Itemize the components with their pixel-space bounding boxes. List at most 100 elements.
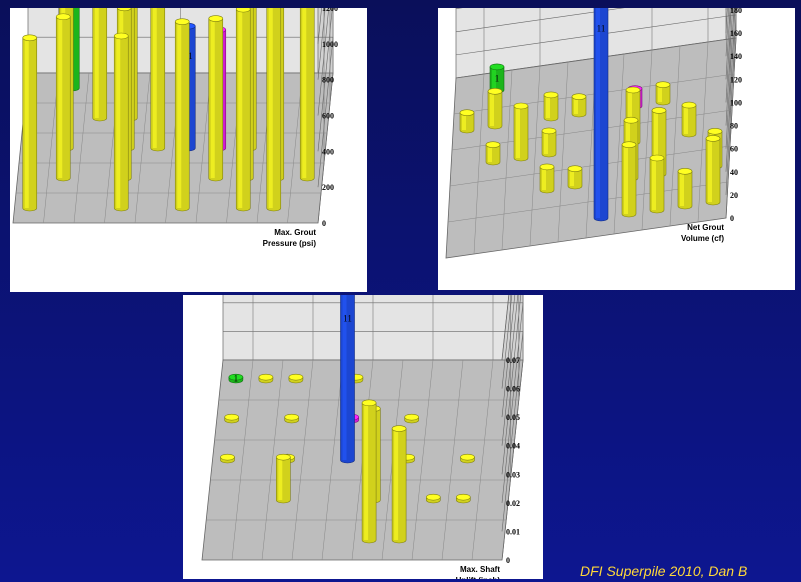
bar-top (22, 34, 38, 42)
z-tick-label: 120 (730, 75, 742, 84)
chart-panel-grout-volume: 0 20 40 60 80 100 120 140 160 180 Net Grout Volume … (438, 8, 795, 290)
bar-highlight (708, 138, 712, 202)
z-tick-label: 0.01 (506, 527, 520, 536)
bar-highlight (596, 8, 600, 219)
bar-top (707, 128, 723, 135)
z-tick-label: 0 (322, 219, 326, 228)
bar-highlight (570, 168, 574, 186)
floor-gridline (411, 359, 434, 561)
bar-yellow (571, 93, 587, 118)
bar-top (513, 102, 529, 110)
z-tick-label: 800 (322, 76, 334, 85)
bar-yellow (513, 102, 529, 162)
z-tick-label: 0.05 (506, 413, 520, 422)
bar-yellow (649, 154, 665, 214)
bar-yellow (258, 373, 274, 384)
floor-gridline (641, 49, 653, 231)
wall-gridline (317, 8, 330, 116)
z-tick-label: 80 (730, 122, 738, 131)
bar-yellow (208, 15, 224, 182)
bar-top (391, 425, 407, 432)
bar-yellow (541, 127, 557, 158)
bar-top (677, 168, 693, 175)
z-tick-label: 20 (730, 191, 738, 200)
z-tick-label: 600 (322, 112, 334, 121)
bar-highlight (516, 106, 520, 158)
bar-top (208, 15, 224, 22)
z-axis-label: Max. Grout (274, 228, 316, 237)
bar-green: 1 (228, 373, 244, 384)
bar-yellow (224, 413, 240, 424)
bar-yellow (174, 18, 190, 212)
wall-gridline (317, 8, 326, 80)
z-axis-label: Pressure (psi) (263, 239, 317, 248)
bar-yellow (426, 493, 441, 504)
floor-gridline (73, 72, 90, 224)
bar-label: 11 (597, 23, 606, 33)
wall-gridline (725, 8, 729, 57)
bar-top (228, 373, 244, 381)
bar-highlight (658, 84, 662, 102)
wall-gridline (317, 8, 333, 152)
bar-highlight (462, 112, 466, 130)
bar-top (460, 453, 475, 461)
z-tick-label: 0 (730, 214, 734, 223)
wall-gridline (317, 37, 334, 188)
bar-label: 1 (495, 73, 500, 83)
floor-gridline (321, 359, 344, 561)
bar-yellow (113, 32, 129, 212)
bar-blue: 11 (340, 295, 355, 464)
floor-gridline (669, 45, 681, 227)
wall-gridline (501, 331, 524, 532)
floor-gridline (473, 73, 485, 255)
z-tick-label: 1000 (322, 40, 338, 49)
floor-gridline (529, 65, 541, 247)
bar-highlight (624, 144, 628, 214)
bar-yellow (681, 101, 697, 138)
bar-highlight (684, 105, 688, 134)
bar-yellow (235, 8, 251, 212)
bar-blue: 11 (593, 8, 609, 222)
z-tick-label: 160 (730, 29, 742, 38)
z-tick-label: 0.04 (506, 442, 520, 451)
bar-label: 1 (234, 374, 239, 384)
bar-top (543, 91, 559, 99)
bar-top (288, 373, 304, 381)
bar-highlight (238, 9, 243, 208)
floor-gridline (501, 69, 513, 251)
wall-gridline (725, 14, 737, 195)
bar-highlight (394, 428, 399, 540)
z-tick-label: 0.03 (506, 470, 520, 479)
bar-top (649, 154, 665, 162)
wall-gridline (501, 295, 513, 389)
z-tick-label: 1200 (322, 8, 338, 13)
bar-top (426, 493, 441, 501)
bar-highlight (654, 110, 658, 174)
wall-gridline (501, 302, 524, 503)
footer-credit: DFI Superpile 2010, Dan B (580, 563, 748, 579)
bar-highlight (210, 18, 215, 178)
bar-top (621, 141, 637, 148)
z-axis-label: Volume (cf) (681, 234, 724, 243)
bar-highlight (58, 16, 63, 178)
bar-top (571, 93, 587, 100)
bar-top (224, 413, 240, 421)
z-tick-label: 60 (730, 145, 738, 154)
bar-top (276, 453, 291, 461)
bar-yellow (485, 141, 501, 166)
bar-top (235, 8, 251, 13)
bar-top (651, 107, 667, 114)
bar-yellow (539, 163, 555, 194)
floor-gridline (231, 359, 254, 561)
bar-yellow (55, 13, 71, 182)
z-tick-label: 0.02 (506, 499, 520, 508)
bar-highlight (152, 8, 157, 149)
bar-yellow (677, 168, 693, 210)
bar-yellow (220, 453, 235, 464)
bar-top (258, 373, 274, 381)
bar-highlight (342, 295, 347, 460)
bar-highlight (574, 96, 578, 114)
bar-top (55, 13, 71, 21)
bar-yellow (655, 81, 671, 106)
bar-yellow (150, 8, 166, 152)
